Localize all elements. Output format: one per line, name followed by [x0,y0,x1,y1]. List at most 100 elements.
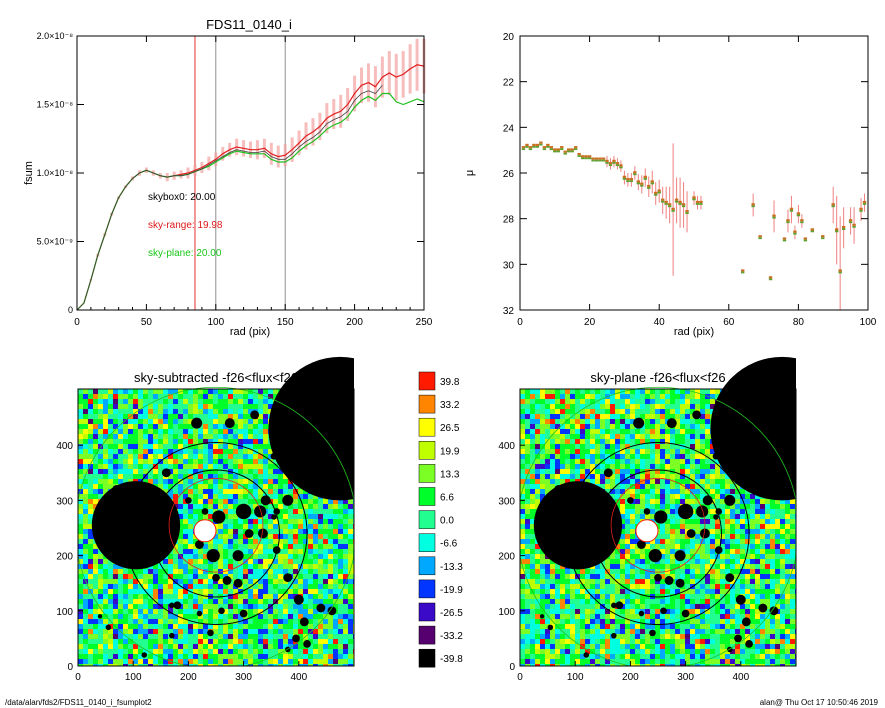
sky-plane-pixel [690,499,695,504]
sky-subtracted-pixel [248,659,253,664]
sky-subtracted-pixel [153,439,158,444]
sky-subtracted-pixel [273,464,278,469]
sky-plane-pixel [610,479,615,484]
sky-subtracted-pixel [88,554,93,559]
sky-plane-pixel [690,479,695,484]
sky-subtracted-pixel [248,634,253,639]
mu-point [629,178,634,181]
sky-subtracted-pixel [168,454,173,459]
sky-subtracted-pixel [208,429,213,434]
sky-plane-pixel [525,419,530,424]
sky-subtracted-pixel [103,649,108,654]
sky-plane-pixel [725,484,730,489]
sky-subtracted-pixel [233,664,238,666]
mu-point-plane [667,205,672,208]
sky-subtracted-pixel [98,494,103,499]
y-tick-label: 200 [56,552,73,563]
sky-subtracted-pixel [338,599,343,604]
sky-subtracted-pixel [263,479,268,484]
sky-plane-pixel [690,494,695,499]
sky-subtracted-pixel [278,524,283,529]
sky-subtracted-pixel [198,574,203,579]
sky-subtracted-pixel [128,474,133,479]
sky-subtracted-pixel [213,454,218,459]
sky-subtracted-pixel [233,389,238,394]
sky-plane-pixel [610,434,615,439]
sky-subtracted-pixel [308,584,313,589]
mu-point-plane [643,177,647,180]
sky-plane-pixel [530,479,535,484]
sky-plane-pixel [650,394,655,399]
sky-subtracted-pixel [178,459,183,464]
sky-plane-pixel [680,469,685,474]
sky-plane-pixel [695,404,700,409]
sky-subtracted-pixel [293,514,298,519]
sky-subtracted-mask [173,601,182,610]
sky-subtracted-pixel [343,524,348,529]
sky-plane-pixel [540,444,545,449]
sky-plane-pixel [535,414,540,419]
sky-plane-pixel [615,424,620,429]
sky-subtracted-pixel [238,449,243,454]
sky-subtracted-pixel [188,614,193,619]
sky-subtracted-pixel [218,434,223,439]
sky-plane-pixel [530,424,535,429]
sky-plane-pixel [670,464,675,469]
sky-subtracted-pixel [338,664,343,666]
sky-plane-pixel [670,409,675,414]
sky-subtracted-pixel [133,389,138,394]
sky-subtracted-pixel [193,399,198,404]
sky-subtracted-pixel [293,519,298,524]
sky-subtracted-pixel [233,594,238,599]
mu-point-plane [567,150,571,153]
sky-plane-pixel [610,414,615,419]
sky-subtracted-pixel [253,434,258,439]
sky-subtracted-pixel [328,644,333,649]
sky-subtracted-pixel [128,614,133,619]
sky-subtracted-pixel [323,554,328,559]
sky-subtracted-pixel [263,414,268,419]
sky-subtracted-pixel [148,584,153,589]
sky-subtracted-pixel [148,604,153,609]
sky-subtracted-pixel [273,534,278,539]
sky-subtracted-pixel [273,394,278,399]
sky-subtracted-pixel [243,619,248,624]
sky-plane-pixel [520,484,525,489]
sky-subtracted-pixel [93,549,98,554]
sky-subtracted-pixel [218,634,223,639]
sky-subtracted-pixel [193,599,198,604]
sky-subtracted-pixel [238,529,243,534]
sky-plane-pixel [755,499,760,504]
sky-subtracted-pixel [173,664,178,666]
sky-subtracted-pixel [183,634,188,639]
sky-subtracted-pixel [148,574,153,579]
sky-plane-pixel [690,439,695,444]
sky-plane-pixel [545,399,550,404]
sky-subtracted-pixel [328,509,333,514]
sky-plane-pixel [580,434,585,439]
sky-plane-pixel [690,484,695,489]
sky-subtracted-pixel [113,434,118,439]
mu-point-plane [671,209,675,212]
sky-subtracted-pixel [128,464,133,469]
sky-subtracted-pixel [138,444,143,449]
sky-subtracted-pixel [278,589,283,594]
sky-subtracted-pixel [323,604,328,609]
sky-plane-pixel [635,474,640,479]
sky-subtracted-pixel [108,639,113,644]
sky-subtracted-pixel [78,599,83,604]
sky-subtracted-pixel [158,659,163,664]
sky-subtracted-pixel [258,644,263,649]
sky-plane-pixel [690,414,695,419]
sky-subtracted-pixel [103,449,108,454]
sky-plane-pixel [670,489,675,494]
sky-subtracted-pixel [223,544,228,549]
sky-subtracted-pixel [243,424,248,429]
sky-subtracted-pixel [298,554,303,559]
sky-subtracted-pixel [243,399,248,404]
sky-subtracted-pixel [348,554,353,559]
sky-subtracted-pixel [203,459,208,464]
sky-subtracted-pixel [338,644,343,649]
sky-subtracted-mask [169,602,175,609]
sky-subtracted-pixel [103,479,108,484]
